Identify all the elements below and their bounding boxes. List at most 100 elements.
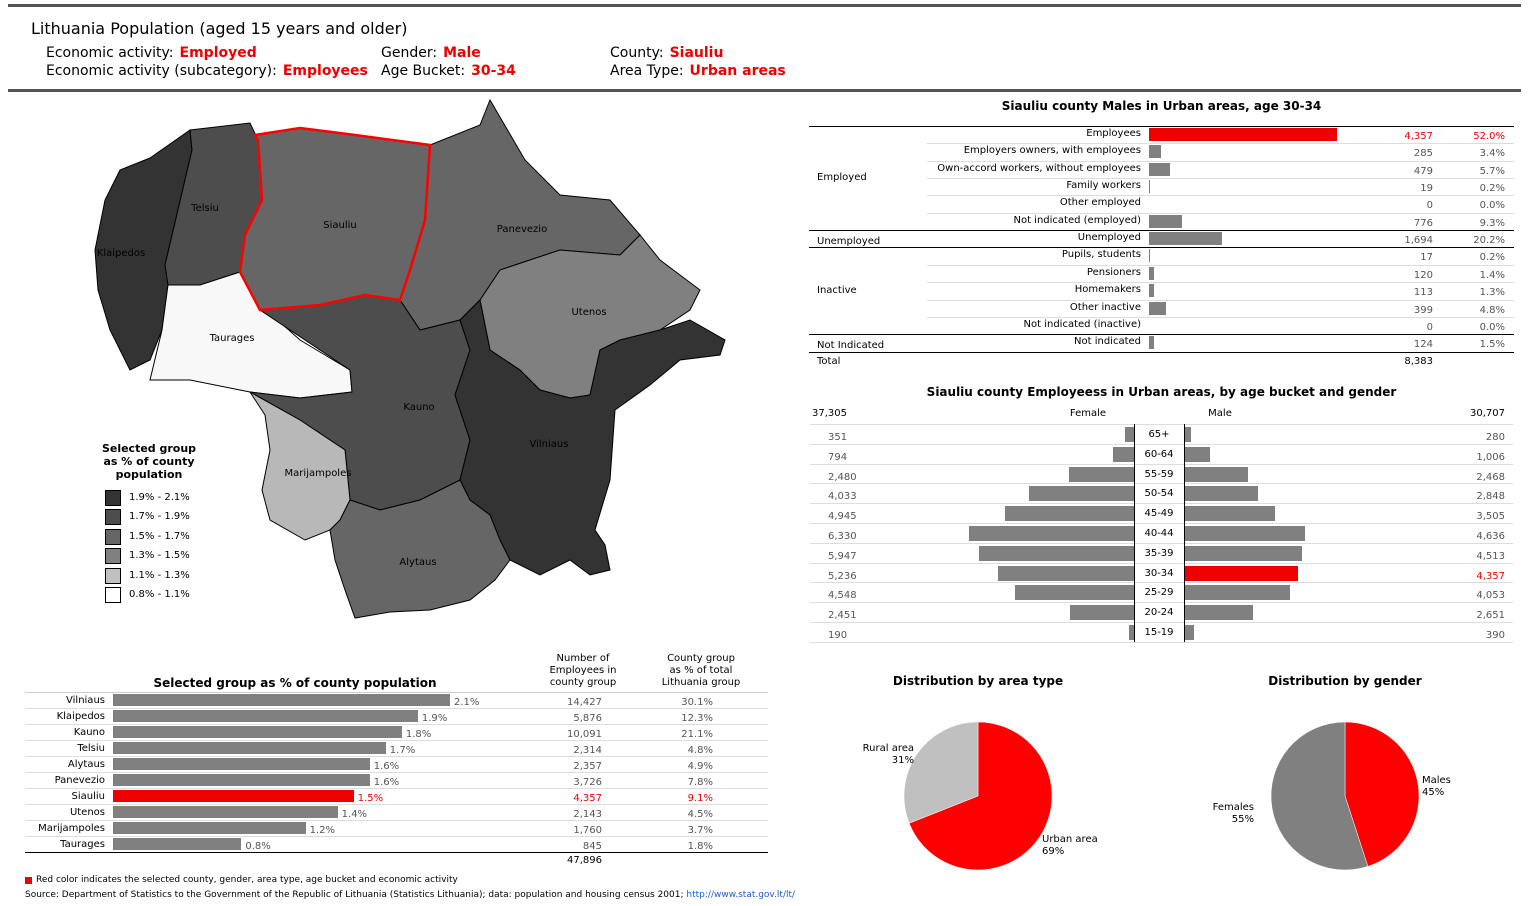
pyramid-male-bar[interactable] <box>1184 427 1192 442</box>
activity-bar[interactable] <box>1149 249 1150 263</box>
pyramid-age-label: 20-24 <box>1144 607 1174 619</box>
pyramid-female-bar[interactable] <box>1069 466 1134 482</box>
activity-row-divider <box>927 316 1514 318</box>
activity-total-value: 8,383 <box>1404 355 1433 367</box>
legend-swatch <box>105 587 121 603</box>
activity-bar[interactable] <box>1149 128 1337 141</box>
activity-count-value: 19 <box>1420 183 1433 195</box>
county-share-value: 3.7% <box>687 825 713 836</box>
map-county-alytaus[interactable] <box>329 479 511 619</box>
pyramid-male-label: Male <box>1208 408 1232 419</box>
county-share-value: 1.8% <box>687 841 713 852</box>
pie-slice-males[interactable] <box>1344 721 1420 867</box>
map-county-marijampoles[interactable] <box>249 391 351 541</box>
activity-bar[interactable] <box>1149 145 1162 159</box>
pyramid-age-label: 35-39 <box>1144 547 1174 559</box>
activity-bar[interactable] <box>1149 301 1167 315</box>
footer-source: Source: Department of Statistics to the … <box>25 890 796 900</box>
activity-bar[interactable] <box>1149 232 1223 246</box>
county-bar[interactable] <box>113 838 242 850</box>
activity-bar[interactable] <box>1149 266 1155 280</box>
map-county-siauliu[interactable] <box>238 126 432 312</box>
filter-age-bucket[interactable]: Age Bucket: 30-34 <box>381 63 516 79</box>
pyramid-male-bar[interactable] <box>1184 565 1298 581</box>
pyramid-male-bar[interactable] <box>1184 625 1195 640</box>
pyramid-female-bar[interactable] <box>1015 585 1134 601</box>
county-bar[interactable] <box>113 710 418 722</box>
pyramid-female-value: 351 <box>828 432 848 443</box>
filter-area-type[interactable]: Area Type: Urban areas <box>610 63 786 79</box>
county-table-count-header: Number of Employees in county group <box>549 653 617 688</box>
pyramid-row-divider <box>810 562 1513 564</box>
county-bar[interactable] <box>113 758 370 770</box>
pyramid-male-bar[interactable] <box>1184 605 1254 621</box>
pyramid-female-bar[interactable] <box>1028 486 1134 502</box>
pie-slice-rural-area[interactable] <box>903 721 979 824</box>
pie-area-title: Distribution by area type <box>892 674 1064 688</box>
filter-county[interactable]: County: Siauliu <box>610 45 724 61</box>
county-bar[interactable] <box>113 726 402 738</box>
county-bar[interactable] <box>113 790 354 802</box>
pyramid-female-bar[interactable] <box>969 526 1134 541</box>
source-link[interactable]: http://www.stat.gov.lt/lt/ <box>686 890 796 900</box>
county-bar[interactable] <box>113 742 386 754</box>
pyramid-age-label: 30-34 <box>1144 567 1174 579</box>
pyramid-female-bar[interactable] <box>978 545 1134 561</box>
pie-label-urban-area: Urban area <box>1042 834 1098 845</box>
activity-row-divider <box>927 299 1514 301</box>
pie-slice-females[interactable] <box>1270 721 1369 871</box>
county-pct-label: 1.5% <box>357 793 384 804</box>
activity-pct-value: 0.2% <box>1479 252 1505 264</box>
county-share-value: 21.1% <box>681 729 713 740</box>
activity-pct-value: 0.2% <box>1479 183 1505 195</box>
filter-economic-subcategory[interactable]: Economic activity (subcategory): Employee… <box>46 63 368 79</box>
activity-bar[interactable] <box>1149 180 1150 194</box>
activity-bar[interactable] <box>1149 162 1170 176</box>
county-pct-label: 1.8% <box>405 729 432 740</box>
pyramid-female-bar[interactable] <box>997 565 1134 581</box>
pyramid-female-bar[interactable] <box>1113 446 1134 462</box>
pyramid-male-bar[interactable] <box>1184 585 1290 601</box>
activity-pct-value: 4.8% <box>1479 304 1505 316</box>
filter-gender[interactable]: Gender: Male <box>381 45 481 61</box>
county-count-value: 5,876 <box>573 713 602 724</box>
county-bar[interactable] <box>113 806 338 818</box>
pyramid-male-bar[interactable] <box>1184 446 1211 462</box>
county-name-label: Taurages <box>60 839 105 850</box>
pyramid-male-bar[interactable] <box>1184 486 1259 502</box>
activity-bar[interactable] <box>1149 214 1183 228</box>
legend-label: 1.1% - 1.3% <box>129 569 190 581</box>
pyramid-male-bar[interactable] <box>1184 466 1249 482</box>
activity-bar[interactable] <box>1149 336 1155 350</box>
county-bar[interactable] <box>113 694 450 706</box>
map-label-panevezio: Panevezio <box>497 224 547 235</box>
pyramid-male-bar[interactable] <box>1184 545 1302 561</box>
pyramid-female-bar[interactable] <box>1129 625 1134 640</box>
pyramid-male-bar[interactable] <box>1184 526 1305 541</box>
pyramid-female-bar[interactable] <box>1070 605 1134 621</box>
pyramid-male-bar[interactable] <box>1184 506 1276 522</box>
pyramid-female-bar[interactable] <box>1005 506 1134 522</box>
pyramid-female-bar[interactable] <box>1124 427 1134 442</box>
pie-label-males: Males <box>1422 775 1451 786</box>
pie-slice-urban-area[interactable] <box>908 721 1053 871</box>
pyramid-male-total: 30,707 <box>1470 408 1505 419</box>
pyramid-top-rule <box>810 424 1513 425</box>
pyramid-female-value: 190 <box>828 630 848 641</box>
county-bar[interactable] <box>113 774 370 786</box>
pyramid-male-value: 280 <box>1485 432 1505 443</box>
county-row-divider <box>25 772 768 773</box>
county-share-value: 12.3% <box>681 713 713 724</box>
legend-swatch <box>105 567 121 584</box>
activity-count-value: 120 <box>1413 269 1433 281</box>
pyramid-title: Siauliu county Employeess in Urban areas… <box>926 385 1397 399</box>
pyramid-age-label: 15-19 <box>1144 627 1174 638</box>
pyramid-female-value: 4,945 <box>828 511 857 523</box>
activity-bar[interactable] <box>1149 284 1154 298</box>
county-row-divider <box>25 820 768 821</box>
pyramid-row-divider <box>810 523 1513 524</box>
filter-economic-activity[interactable]: Economic activity: Employed <box>46 45 257 61</box>
county-map: Klaipedos Telsiu Siauliu Panevezio Uteno… <box>94 98 726 619</box>
county-bar[interactable] <box>113 822 306 834</box>
page-title: Lithuania Population (aged 15 years and … <box>31 19 408 38</box>
